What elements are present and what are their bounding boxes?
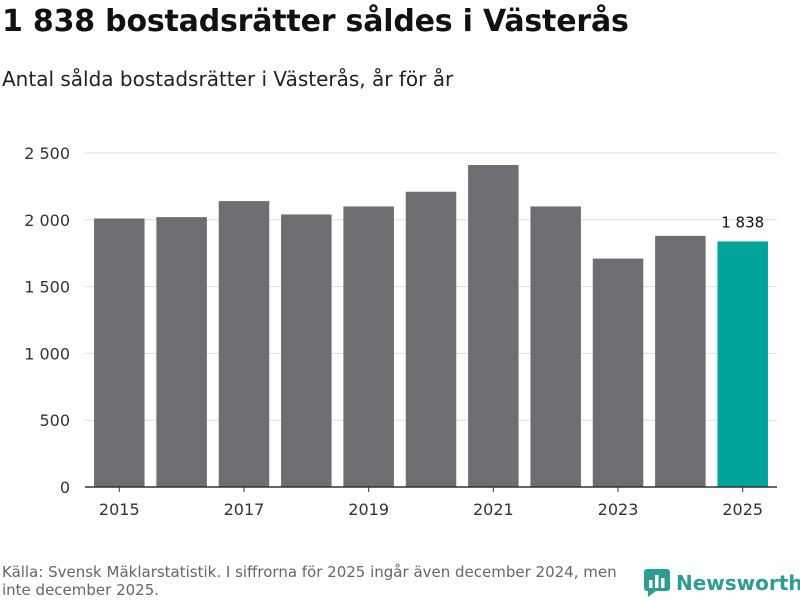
x-tick-label: 2017 <box>224 500 265 519</box>
data-label-2025: 1 838 <box>721 213 764 231</box>
x-tick-label: 2019 <box>348 500 389 519</box>
bar-2015 <box>94 218 145 487</box>
x-tick-label: 2023 <box>598 500 639 519</box>
bar-2018 <box>281 214 332 487</box>
bar-2021 <box>468 165 519 488</box>
x-tick-label: 2025 <box>722 500 763 519</box>
x-tick-label: 2015 <box>99 500 140 519</box>
bar-2023 <box>592 258 644 487</box>
y-tick-label: 1 000 <box>24 344 70 363</box>
chart-subtitle: Antal sålda bostadsrätter i Västerås, år… <box>2 67 454 91</box>
y-tick-label: 1 500 <box>24 278 70 297</box>
x-tick-label: 2021 <box>473 500 514 519</box>
y-tick-label: 0 <box>60 478 70 497</box>
bar-2020 <box>405 191 457 487</box>
brand-logo: Newsworthy <box>644 569 800 597</box>
bar-2022 <box>530 206 581 487</box>
y-tick-label: 2 000 <box>24 211 70 230</box>
bar-2017 <box>218 201 270 487</box>
source-note: Källa: Svensk Mäklarstatistik. I siffror… <box>2 563 617 599</box>
bar-2016 <box>156 217 207 487</box>
y-tick-label: 2 500 <box>24 144 70 163</box>
bar-2025 <box>717 241 768 487</box>
y-tick-label: 500 <box>39 411 70 430</box>
chart-title: 1 838 bostadsrätter såldes i Västerås <box>2 4 629 39</box>
bar-chart: 0 500 1 000 1 500 2 000 2 500 2015 2017 2019 2021… <box>24 144 777 519</box>
newsworthy-logo-icon <box>644 569 670 597</box>
bar-2019 <box>343 206 394 487</box>
bar-2024 <box>655 235 706 487</box>
brand-name: Newsworthy <box>676 571 800 595</box>
